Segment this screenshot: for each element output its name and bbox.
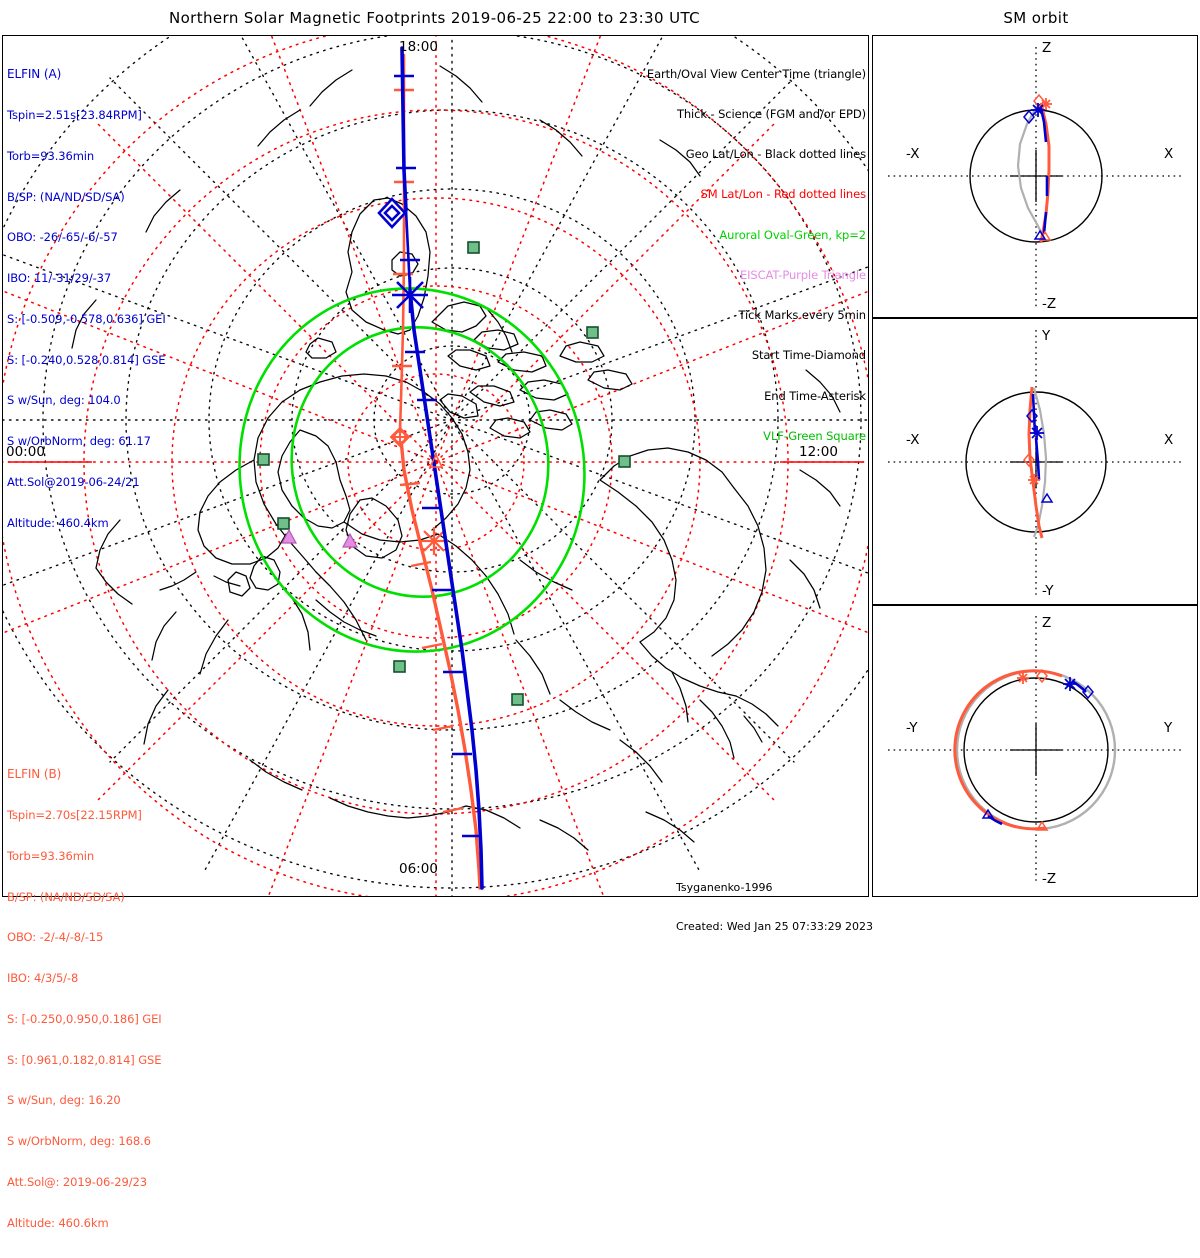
elfin-a-line-6: S: [-0.240,0.528,0.814] GSE [7,352,166,367]
figure-root: Northern Solar Magnetic Footprints 2019-… [2,9,1198,1229]
elfin-b-markers [389,426,411,448]
legend-item-eiscat: EISCAT-Purple Triangle [739,267,866,282]
orbit-yz-label-up: Z [1042,615,1052,631]
elfin-b-line-3: OBO: -2/-4/-8/-15 [7,930,104,945]
created-time: Created: Wed Jan 25 07:33:29 2023 [676,920,874,933]
elfin-a-line-5: S: [-0.509,-0.578,0.636] GEI [7,311,166,326]
orbit-panel-xy-graphics [888,330,1184,596]
elfin-b-line-10: Altitude: 460.6km [7,1215,109,1230]
orbit-xz-label-right: X [1164,146,1174,162]
elfin-b-line-8: S w/OrbNorm, deg: 168.6 [7,1134,151,1149]
vlf-squares [257,241,631,706]
elfin-a-name: ELFIN (A) [7,67,62,82]
main-polar-plot-frame [2,35,869,897]
orbit-xz-label-up: Z [1042,40,1052,56]
elfin-a-line-1: Torb=93.36min [7,148,95,163]
orbit-xy-label-up: Y [1042,328,1051,344]
mlt-label-left: 00:00 [6,444,45,460]
elfin-a-start-diamond [377,197,407,229]
orbit-panel-yz-graphics [888,616,1184,884]
orbit-panel-yz [872,605,1198,897]
elfin-a-line-8: S w/OrbNorm, deg: 61.17 [7,434,151,449]
legend-item-thick-science: Thick - Science (FGM and/or EPD) [676,107,866,122]
legend-item-start-time: Start Time-Diamond [751,348,866,363]
elfin-b-line-6: S: [0.961,0.182,0.814] GSE [7,1052,162,1067]
elfin-b-line-9: Att.Sol@: 2019-06-29/23 [7,1175,147,1189]
orbit-panel-xy [872,318,1198,605]
mlt-label-top: 18:00 [399,39,438,55]
orbit-xz-label-down: -Z [1042,296,1057,312]
legend-item-end-time: End Time-Asterisk [764,388,866,403]
elfin-b-line-7: S w/Sun, deg: 16.20 [7,1093,121,1108]
main-map-graphics [3,36,868,896]
elfin-a-end-asterisk [392,277,428,313]
page-title: Northern Solar Magnetic Footprints 2019-… [168,9,701,27]
legend-item-tick-marks: Tick Marks every 5min [738,308,866,323]
mlt-label-right: 12:00 [799,444,838,460]
elfin-a-line-0: Tspin=2.51s[23.84RPM] [7,107,142,122]
model-name: Tsyganenko-1996 [676,881,773,894]
orbit-yz-label-down: -Z [1042,871,1057,887]
map-legend: Earth/Oval View Center Time (triangle) T… [626,41,866,470]
eiscat-triangles [280,528,359,548]
orbit-xz-label-left: -X [906,146,920,162]
legend-item-sm-grid: SM Lat/Lon - Red dotted lines [700,187,867,202]
elfin-a-line-2: B/SP: (NA/ND/SD/SA) [7,189,125,204]
elfin-a-line-9: Att.Sol@2019-06-24/21 [7,475,140,489]
legend-item-geo-grid: Geo Lat/Lon - Black dotted lines [685,147,866,162]
elfin-b-name: ELFIN (B) [7,767,62,782]
legend-item-auroral-oval: Auroral Oval-Green, kp=2 [719,227,866,242]
elfin-a-line-3: OBO: -26/-65/-6/-57 [7,230,118,245]
orbit-xy-label-left: -X [906,432,920,448]
orbit-yz-label-right: Y [1164,720,1173,736]
elfin-a-line-4: IBO: 11/-31/29/-37 [7,271,112,286]
elfin-a-line-7: S w/Sun, deg: 104.0 [7,393,121,408]
elfin-b-line-0: Tspin=2.70s[22.15RPM] [7,807,142,822]
elfin-a-track [400,46,484,890]
elfin-b-line-5: S: [-0.250,0.950,0.186] GEI [7,1011,162,1026]
orbit-xy-label-right: X [1164,432,1174,448]
mlt-label-bottom: 06:00 [399,861,438,877]
orbit-yz-label-left: -Y [906,720,918,736]
elfin-b-line-1: Torb=93.36min [7,848,95,863]
orbit-panel-xz [872,35,1198,318]
orbit-panel-xz-graphics [888,47,1184,308]
elfin-a-info-panel: ELFIN (A) Tspin=2.51s[23.84RPM] Torb=93.… [7,41,166,558]
elfin-a-line-10: Altitude: 460.4km [7,515,109,530]
legend-item-view-center: Earth/Oval View Center Time (triangle) [646,66,866,81]
orbit-xy-label-down: -Y [1042,583,1054,599]
orbit-panels-title: SM orbit [1003,9,1069,27]
elfin-b-line-4: IBO: 4/3/5/-8 [7,971,79,986]
legend-item-vlf: VLF-Green Square [763,428,866,443]
elfin-b-end-asterisk [420,527,448,555]
